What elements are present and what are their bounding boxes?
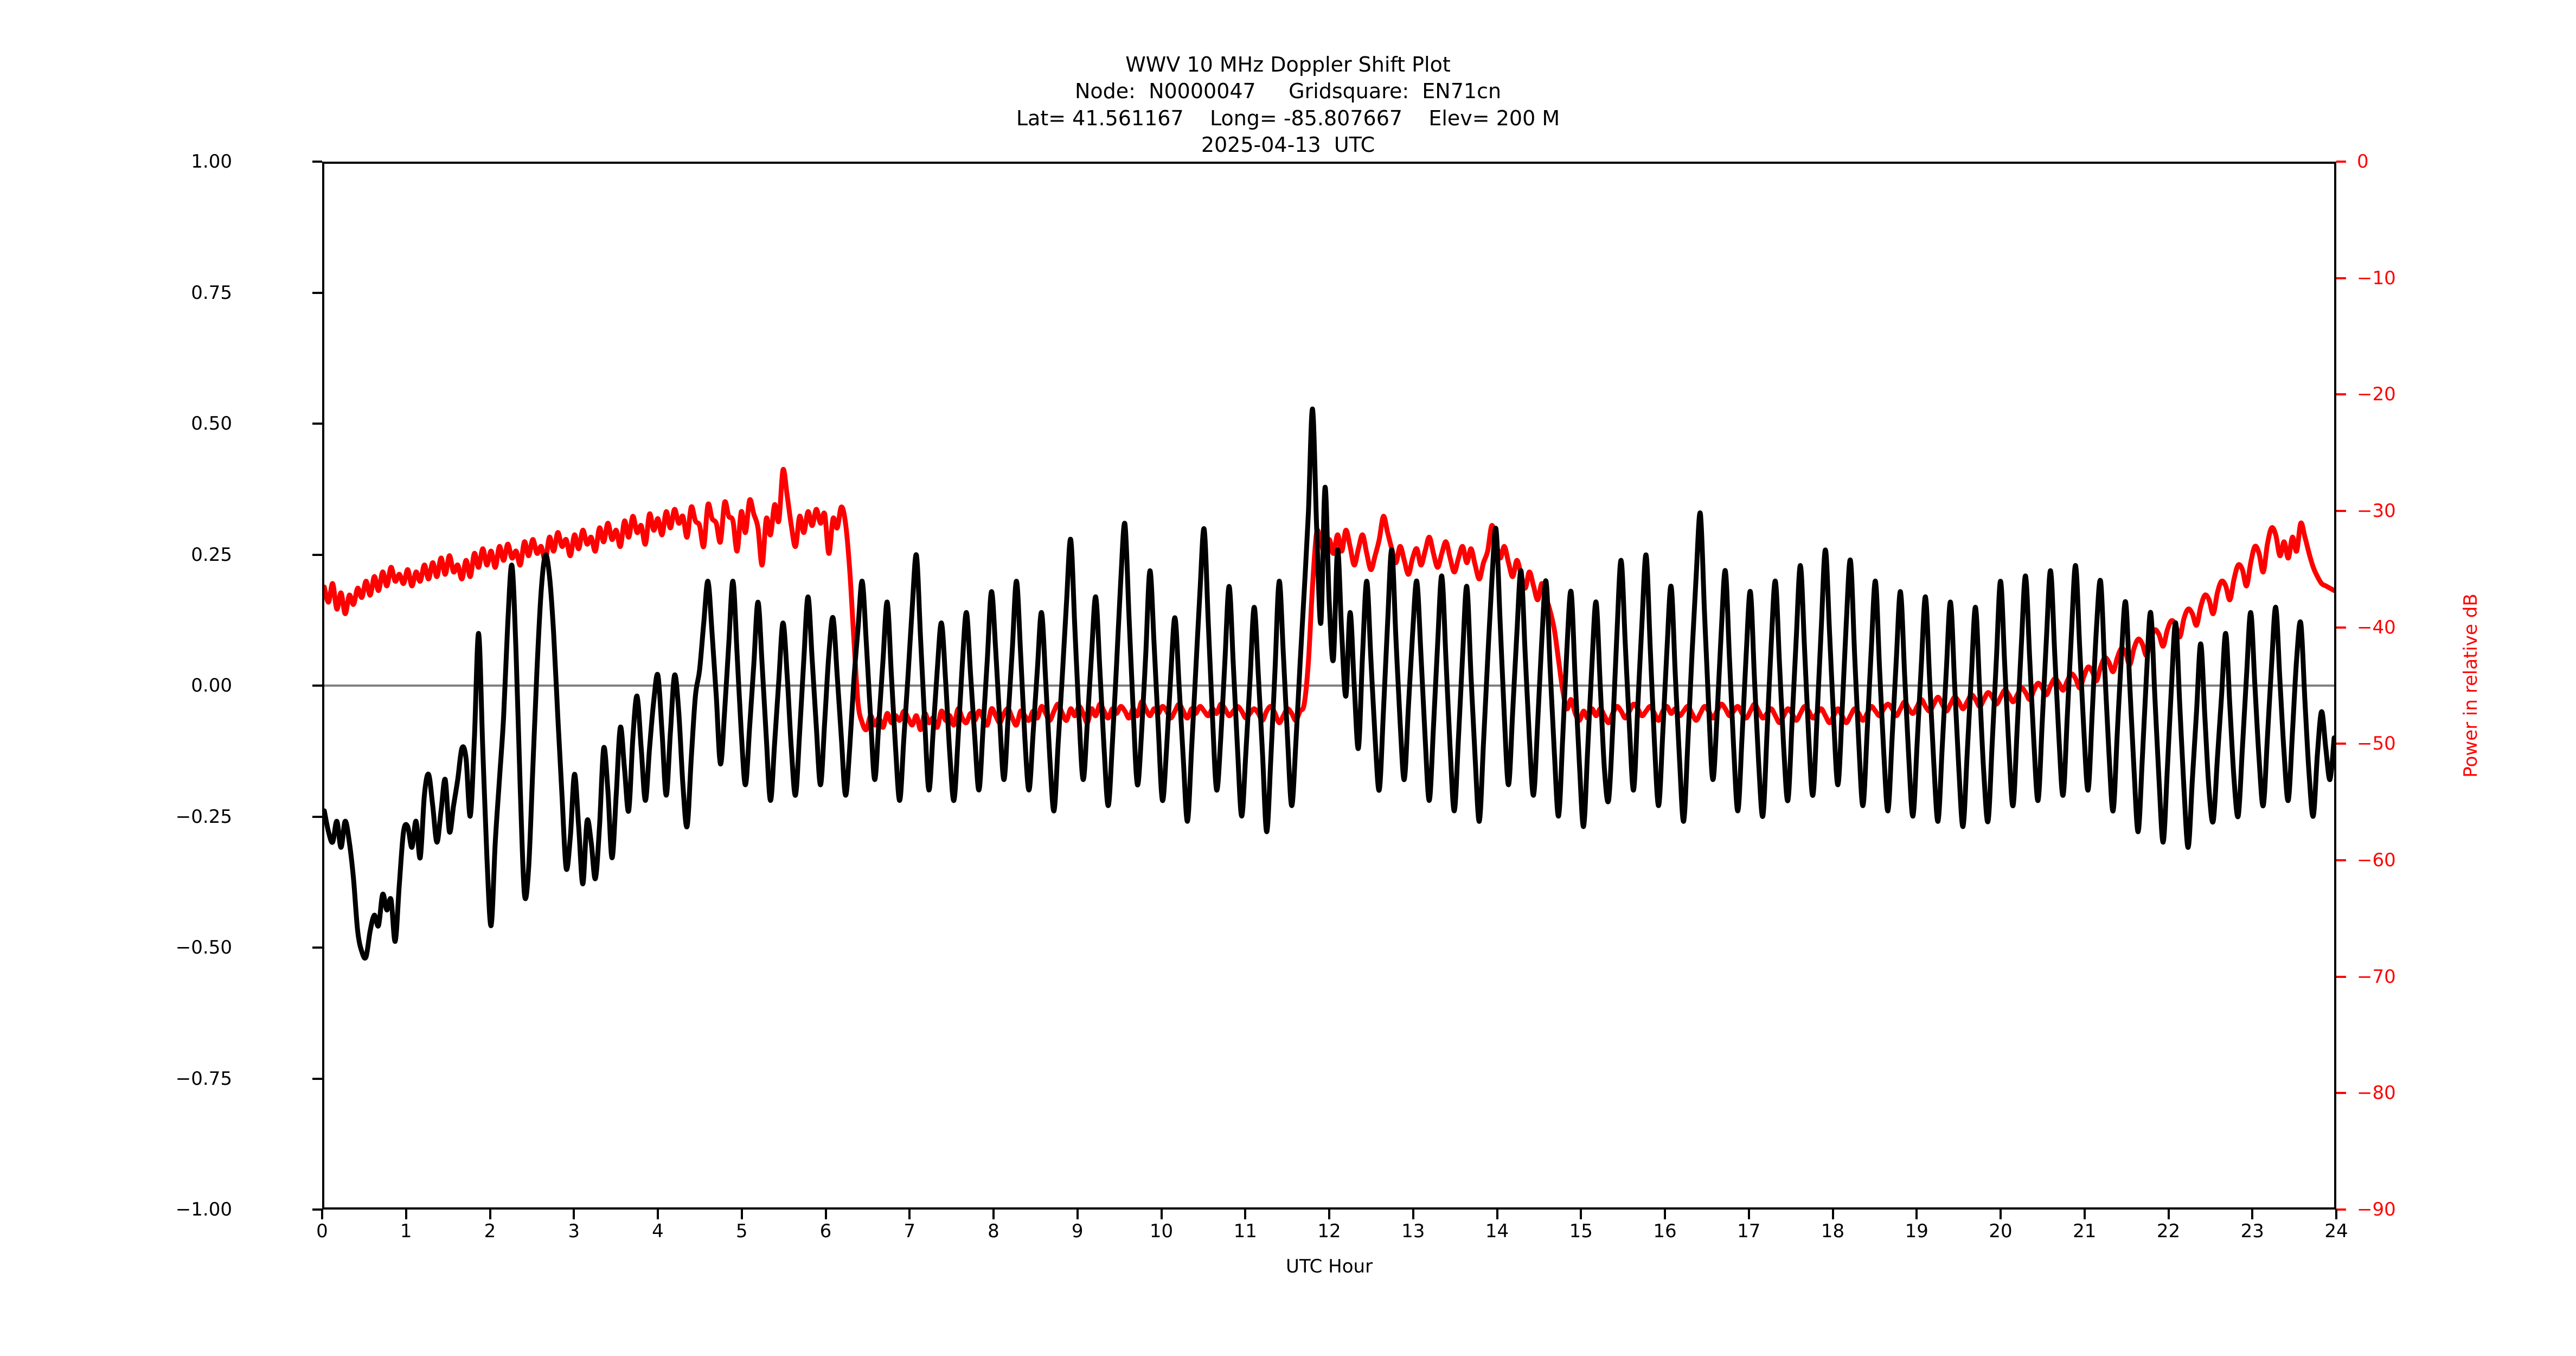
x-tick-mark: [1915, 1210, 1918, 1219]
y-tick-mark-right: [2336, 510, 2346, 512]
y-tick-label-right: −90: [2357, 1199, 2396, 1220]
x-tick-label: 18: [1821, 1220, 1845, 1242]
x-tick-mark: [824, 1210, 827, 1219]
y-tick-mark-right: [2336, 277, 2346, 279]
x-tick-mark: [2251, 1210, 2254, 1219]
x-tick-label: 5: [735, 1220, 748, 1242]
x-tick-mark: [321, 1210, 323, 1219]
y-tick-label-right: −30: [2357, 500, 2396, 522]
x-tick-mark: [489, 1210, 491, 1219]
y-tick-label-left: 0.00: [191, 675, 232, 696]
y-tick-label-left: −1.00: [175, 1199, 232, 1220]
y-tick-label-left: 1.00: [191, 151, 232, 172]
y-tick-mark-left: [312, 946, 322, 949]
x-tick-mark: [1831, 1210, 1834, 1219]
y-tick-label-left: −0.50: [175, 937, 232, 958]
x-tick-label: 9: [1071, 1220, 1084, 1242]
doppler-series-line: [324, 406, 2334, 961]
x-tick-label: 8: [988, 1220, 999, 1242]
x-tick-label: 17: [1737, 1220, 1761, 1242]
x-tick-label: 20: [1989, 1220, 2013, 1242]
x-tick-label: 13: [1401, 1220, 1425, 1242]
x-tick-mark: [573, 1210, 575, 1219]
y-tick-label-right: −70: [2357, 965, 2396, 988]
x-tick-label: 7: [903, 1220, 916, 1242]
y-tick-label-right: 0: [2357, 151, 2369, 172]
plot-canvas: [324, 406, 2334, 961]
y-tick-mark-left: [312, 553, 322, 556]
x-tick-mark: [1747, 1210, 1750, 1219]
y-tick-mark-left: [312, 291, 322, 294]
subtitle-location: Lat= 41.561167 Long= -85.807667 Elev= 20…: [1016, 106, 1560, 130]
subtitle-date: 2025-04-13 UTC: [1201, 133, 1375, 157]
x-axis-label: UTC Hour: [1285, 1256, 1373, 1277]
y-tick-mark-right: [2336, 859, 2346, 861]
x-tick-label: 4: [652, 1220, 664, 1242]
plot-axes: [322, 162, 2336, 1210]
x-tick-label: 19: [1905, 1220, 1928, 1242]
y-tick-label-right: −60: [2357, 849, 2396, 871]
x-tick-mark: [1328, 1210, 1330, 1219]
y-tick-label-right: −20: [2357, 383, 2396, 406]
x-tick-mark: [740, 1210, 743, 1219]
x-tick-mark: [2335, 1210, 2337, 1219]
y-tick-label-right: −40: [2357, 616, 2396, 638]
x-tick-label: 23: [2240, 1220, 2264, 1242]
y-tick-mark-right: [2336, 393, 2346, 396]
y-tick-mark-left: [312, 1208, 322, 1211]
x-tick-label: 24: [2324, 1220, 2348, 1242]
title-block: WWV 10 MHz Doppler Shift Plot Node: N000…: [0, 52, 2576, 159]
y-tick-mark-right: [2336, 626, 2346, 629]
y-tick-label-left: −0.75: [175, 1067, 232, 1090]
x-tick-mark: [1580, 1210, 1582, 1219]
x-tick-mark: [657, 1210, 659, 1219]
y-tick-mark-left: [312, 685, 322, 687]
y-tick-mark-right: [2336, 975, 2346, 978]
x-tick-mark: [1496, 1210, 1498, 1219]
y-tick-label-left: 0.75: [191, 282, 232, 304]
x-tick-label: 1: [400, 1220, 412, 1242]
x-tick-label: 0: [316, 1220, 328, 1242]
y-tick-mark-right: [2336, 743, 2346, 745]
x-tick-mark: [908, 1210, 911, 1219]
y-tick-mark-left: [312, 423, 322, 425]
y-tick-mark-right: [2336, 1092, 2346, 1095]
y-tick-mark-left: [312, 161, 322, 163]
chart-title: WWV 10 MHz Doppler Shift Plot: [1125, 53, 1451, 76]
y-tick-label-left: 0.25: [191, 543, 232, 566]
y-tick-mark-left: [312, 1077, 322, 1080]
y-tick-mark-left: [312, 815, 322, 818]
x-tick-label: 11: [1233, 1220, 1257, 1242]
y-tick-label-right: −80: [2357, 1082, 2396, 1104]
y-tick-label-right: −50: [2357, 733, 2396, 755]
x-tick-mark: [405, 1210, 407, 1219]
x-tick-mark: [1664, 1210, 1666, 1219]
subtitle-node: Node: N0000047 Gridsquare: EN71cn: [1074, 79, 1502, 104]
y-tick-label-left: 0.50: [191, 413, 232, 434]
x-tick-label: 14: [1485, 1220, 1509, 1242]
x-tick-mark: [1412, 1210, 1414, 1219]
y-tick-label-left: −0.25: [175, 805, 232, 828]
y-tick-mark-right: [2336, 161, 2346, 163]
x-tick-label: 16: [1653, 1220, 1677, 1242]
x-tick-mark: [2083, 1210, 2086, 1219]
x-tick-mark: [1076, 1210, 1079, 1219]
y-axis-label-right: Power in relative dB: [2460, 593, 2482, 778]
x-tick-mark: [2167, 1210, 2170, 1219]
x-tick-label: 12: [1317, 1220, 1341, 1242]
y-tick-label-right: −10: [2357, 267, 2396, 289]
x-tick-label: 21: [2073, 1220, 2097, 1242]
x-tick-label: 3: [568, 1220, 580, 1242]
x-tick-mark: [2000, 1210, 2002, 1219]
x-tick-label: 6: [819, 1220, 832, 1242]
x-tick-mark: [1160, 1210, 1163, 1219]
y-tick-mark-right: [2336, 1208, 2346, 1211]
x-tick-label: 2: [484, 1220, 496, 1242]
x-tick-label: 10: [1149, 1220, 1174, 1242]
x-tick-label: 15: [1569, 1220, 1593, 1242]
x-tick-mark: [992, 1210, 995, 1219]
x-tick-label: 22: [2156, 1220, 2181, 1242]
x-tick-mark: [1244, 1210, 1247, 1219]
